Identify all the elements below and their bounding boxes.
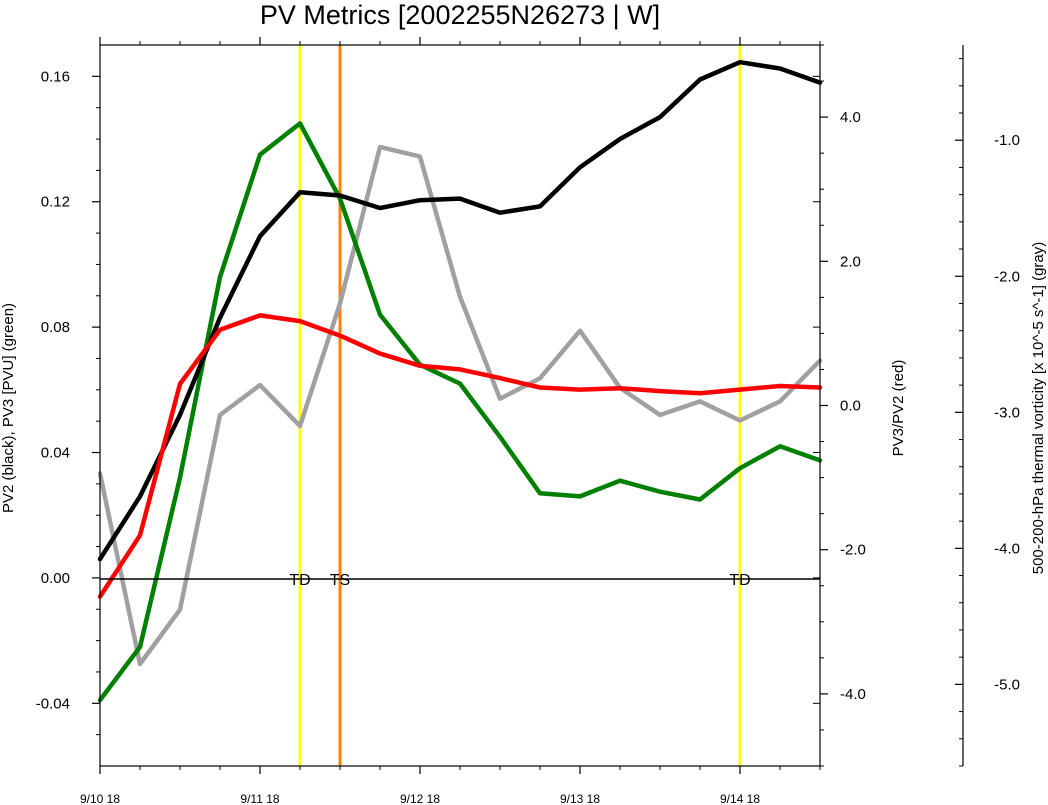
x-tick-label: 9/14 18: [720, 792, 760, 805]
storm-phase-marker-lines: [298, 45, 742, 766]
ratio-tick-label: -2.0: [840, 542, 866, 559]
vorticity-tick-label: -5.0: [994, 676, 1020, 693]
series-line-left-0: [97, 59, 823, 562]
series-line-right1-2: [97, 313, 823, 599]
series-line-right2-3: [97, 144, 823, 667]
ratio-tick-label: -4.0: [840, 686, 866, 703]
x-tick-label: 9/11 18: [240, 792, 279, 805]
marker-label-td: TD: [289, 572, 310, 589]
storm-phase-marker-labels: TD TS TD: [289, 572, 750, 589]
left-tick-label: 0.08: [41, 319, 70, 336]
left-tick-label: 0.16: [41, 68, 70, 85]
right-y-axis-ratio: -4.0 -2.0 0.0 2.0 4.0: [820, 44, 866, 767]
marker-label-ts: TS: [330, 572, 350, 589]
vorticity-tick-label: -3.0: [994, 404, 1020, 421]
marker-label-td: TD: [729, 572, 750, 589]
right-y-axis-vorticity: -5.0 -4.0 -3.0 -2.0 -1.0: [955, 58, 1020, 767]
ratio-tick-label: 2.0: [840, 253, 861, 270]
x-tick-label: 9/10 18: [80, 792, 120, 805]
left-tick-label: 0.00: [41, 570, 70, 587]
chart-title: PV Metrics [2002255N26273 | W]: [260, 0, 660, 30]
left-tick-label: -0.04: [36, 695, 70, 712]
x-tick-label: 9/12 18: [400, 792, 440, 805]
ratio-axis-title: PV3/PV2 (red): [890, 360, 907, 457]
ratio-tick-label: 0.0: [840, 398, 861, 415]
x-axis: 9/10 18 9/11 18 9/12 18 9/13 18 9/14 18: [80, 37, 821, 805]
vorticity-tick-label: -4.0: [994, 540, 1020, 557]
vorticity-axis-title: 500-200-hPa thermal vorticity [x 10^-5 s…: [1030, 242, 1047, 575]
left-y-axis: -0.04 0.00 0.04 0.08 0.12 0.16: [36, 68, 820, 736]
ratio-tick-label: 4.0: [840, 109, 861, 126]
vorticity-tick-label: -1.0: [994, 132, 1020, 149]
left-tick-label: 0.04: [41, 445, 70, 462]
series-line-left-1: [97, 121, 823, 703]
x-tick-label: 9/13 18: [560, 792, 600, 805]
series-layer: [97, 59, 823, 703]
left-tick-label: 0.12: [41, 194, 70, 211]
vorticity-tick-label: -2.0: [994, 268, 1020, 285]
left-axis-title: PV2 (black), PV3 [PVU] (green): [0, 303, 17, 513]
